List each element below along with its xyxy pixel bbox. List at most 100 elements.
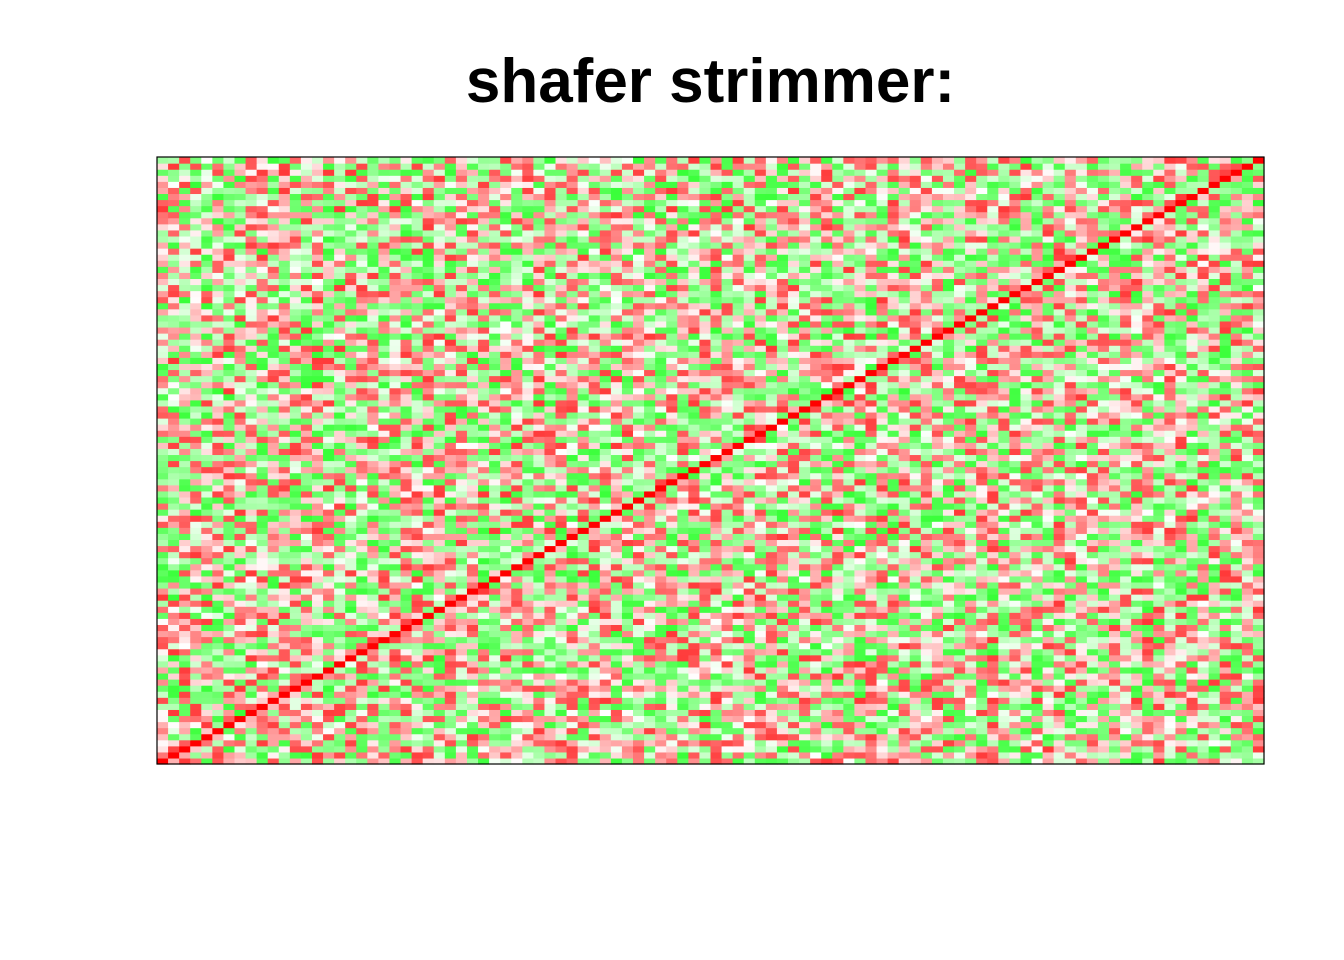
heatmap-cell xyxy=(898,691,911,698)
heatmap-cell xyxy=(1197,751,1210,759)
heatmap-cell xyxy=(566,460,579,468)
heatmap-cell xyxy=(212,612,225,619)
heatmap-cell xyxy=(267,509,280,516)
heatmap-cell xyxy=(466,745,479,753)
heatmap-cell xyxy=(489,624,501,632)
heatmap-cell xyxy=(1053,575,1066,583)
heatmap-cell xyxy=(1164,575,1177,583)
heatmap-cell xyxy=(478,484,490,492)
heatmap-cell xyxy=(1208,606,1221,613)
heatmap-cell xyxy=(754,563,767,571)
heatmap-cell xyxy=(954,484,966,492)
heatmap-cell xyxy=(1053,569,1066,577)
heatmap-cell xyxy=(765,648,778,656)
heatmap-cell xyxy=(566,727,579,735)
heatmap-cell xyxy=(566,606,579,613)
heatmap-cell xyxy=(1042,697,1055,704)
heatmap-cell xyxy=(1164,521,1177,528)
heatmap-cell xyxy=(1086,654,1099,662)
heatmap-cell xyxy=(865,739,878,747)
heatmap-cell xyxy=(1230,691,1243,698)
heatmap-cell xyxy=(234,484,247,492)
heatmap-cell xyxy=(1042,472,1055,480)
heatmap-cell xyxy=(1208,715,1221,723)
heatmap-cell xyxy=(920,624,933,632)
heatmap-cell xyxy=(566,672,579,680)
heatmap-cell xyxy=(334,630,346,638)
heatmap-cell xyxy=(1020,496,1033,504)
heatmap-cell xyxy=(699,739,712,747)
heatmap-cell xyxy=(732,672,745,680)
heatmap-cell xyxy=(732,757,745,765)
heatmap-cell xyxy=(721,721,734,729)
heatmap-cell xyxy=(168,672,180,680)
heatmap-cell xyxy=(455,757,468,765)
heatmap-cell xyxy=(278,648,291,656)
heatmap-cell xyxy=(1086,484,1099,492)
heatmap-cell xyxy=(234,490,247,498)
heatmap-cell xyxy=(765,666,778,674)
heatmap-cell xyxy=(1186,569,1199,577)
heatmap-cell xyxy=(212,697,225,704)
heatmap-cell xyxy=(666,533,678,541)
heatmap-cell xyxy=(1164,618,1177,625)
heatmap-cell xyxy=(1164,551,1177,559)
heatmap-cell xyxy=(267,642,280,650)
heatmap-cell xyxy=(599,581,612,589)
heatmap-cell xyxy=(334,757,346,765)
heatmap-cell xyxy=(1131,527,1143,534)
heatmap-cell xyxy=(400,466,413,474)
heatmap-cell xyxy=(688,691,701,698)
heatmap-cell xyxy=(1208,642,1221,650)
heatmap-cell xyxy=(1097,709,1110,717)
heatmap-cell xyxy=(710,545,723,553)
heatmap-cell xyxy=(323,563,335,571)
heatmap-cell xyxy=(854,581,867,589)
heatmap-cell xyxy=(157,751,169,759)
heatmap-cell xyxy=(267,466,280,474)
heatmap-cell xyxy=(1142,636,1154,644)
heatmap-cell xyxy=(666,551,678,559)
heatmap-cell xyxy=(300,751,313,759)
heatmap-cell xyxy=(976,472,988,480)
heatmap-cell xyxy=(267,624,280,632)
heatmap-cell xyxy=(212,460,225,468)
heatmap-cell xyxy=(478,600,490,607)
heatmap-cell xyxy=(323,502,335,510)
heatmap-cell xyxy=(865,502,878,510)
heatmap-cell xyxy=(1230,575,1243,583)
heatmap-cell xyxy=(810,727,822,735)
heatmap-cell xyxy=(610,490,623,498)
heatmap-cell xyxy=(289,751,302,759)
heatmap-cell xyxy=(965,685,977,692)
heatmap-cell xyxy=(1175,594,1188,601)
heatmap-cell xyxy=(666,490,678,498)
heatmap-cell xyxy=(1086,757,1099,765)
heatmap-cell xyxy=(865,466,878,474)
heatmap-cell xyxy=(1086,587,1099,595)
heatmap-cell xyxy=(522,715,534,723)
heatmap-cell xyxy=(1064,703,1077,710)
heatmap-cell xyxy=(599,648,612,656)
heatmap-cell xyxy=(1075,654,1088,662)
heatmap-cell xyxy=(422,533,435,541)
heatmap-cell xyxy=(832,666,844,674)
heatmap-cell xyxy=(544,648,557,656)
heatmap-cell xyxy=(843,721,856,729)
heatmap-cell xyxy=(898,478,911,486)
heatmap-cell xyxy=(378,697,391,704)
heatmap-cell xyxy=(787,715,800,723)
heatmap-cell xyxy=(1075,691,1088,698)
heatmap-cell xyxy=(821,496,833,504)
heatmap-cell xyxy=(621,600,634,607)
heatmap-cell xyxy=(1109,581,1121,589)
heatmap-cell xyxy=(1064,496,1077,504)
heatmap-cell xyxy=(1219,648,1232,656)
heatmap-cell xyxy=(610,648,623,656)
heatmap-cell xyxy=(555,557,568,565)
heatmap-cell xyxy=(1109,509,1121,516)
heatmap-cell xyxy=(256,587,269,595)
heatmap-diagonal-cell xyxy=(444,600,457,607)
heatmap-cell xyxy=(478,666,490,674)
heatmap-cell xyxy=(666,527,678,534)
